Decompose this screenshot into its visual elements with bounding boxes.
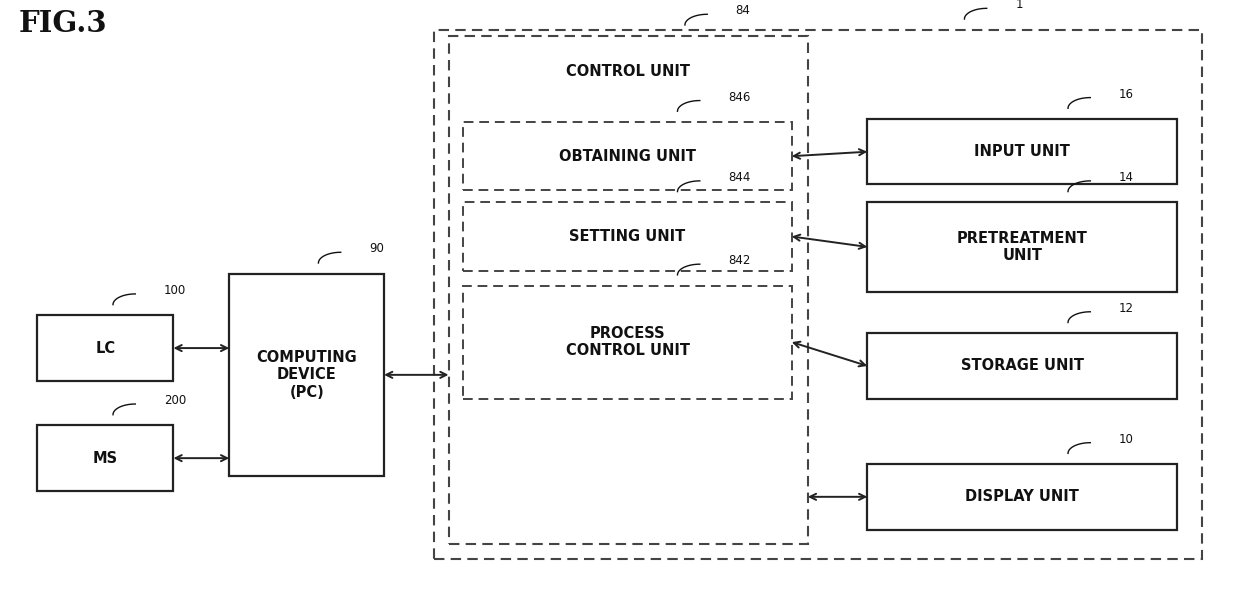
Bar [37, 315, 173, 381]
Bar [229, 274, 384, 476]
Text: 10: 10 [1119, 433, 1134, 446]
Text: SETTING UNIT: SETTING UNIT [570, 229, 685, 244]
Text: LC: LC [95, 340, 115, 356]
Bar [867, 202, 1177, 292]
Text: PROCESS
CONTROL UNIT: PROCESS CONTROL UNIT [565, 326, 690, 358]
Text: CONTROL UNIT: CONTROL UNIT [566, 64, 690, 79]
Text: STORAGE UNIT: STORAGE UNIT [960, 358, 1084, 374]
Text: 842: 842 [729, 254, 751, 267]
Bar [463, 202, 792, 271]
Bar [867, 464, 1177, 530]
Text: PRETREATMENT
UNIT: PRETREATMENT UNIT [957, 231, 1088, 263]
Text: 14: 14 [1119, 171, 1134, 184]
Text: 1: 1 [1015, 0, 1022, 11]
Text: DISPLAY UNIT: DISPLAY UNIT [965, 489, 1079, 505]
Text: 844: 844 [729, 171, 751, 184]
Text: FIG.3: FIG.3 [19, 9, 108, 38]
Text: INPUT UNIT: INPUT UNIT [974, 144, 1070, 159]
Bar [434, 30, 1202, 559]
Text: 90: 90 [369, 242, 384, 255]
Text: 200: 200 [164, 394, 186, 407]
Text: 12: 12 [1119, 302, 1134, 315]
Text: 84: 84 [736, 4, 751, 17]
Text: 16: 16 [1119, 87, 1134, 101]
Text: COMPUTING
DEVICE
(PC): COMPUTING DEVICE (PC) [256, 350, 357, 400]
Bar [867, 119, 1177, 184]
Bar [463, 122, 792, 190]
Bar [37, 425, 173, 491]
Text: OBTAINING UNIT: OBTAINING UNIT [559, 149, 696, 164]
Bar [449, 36, 808, 544]
Text: MS: MS [93, 450, 118, 466]
Bar [867, 333, 1177, 399]
Text: 100: 100 [164, 284, 186, 297]
Text: 846: 846 [729, 90, 751, 104]
Bar [463, 286, 792, 399]
